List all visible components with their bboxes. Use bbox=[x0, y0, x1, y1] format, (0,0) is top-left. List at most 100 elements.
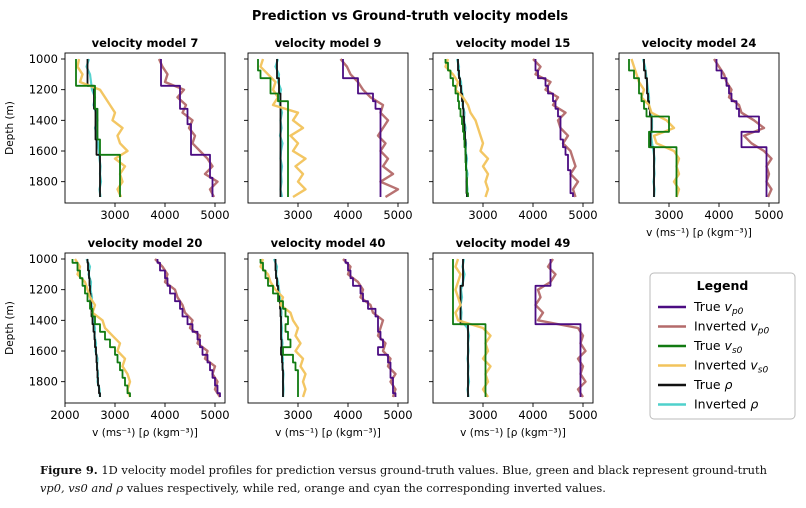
figure-caption: Figure 9. 1D velocity model profiles for… bbox=[40, 461, 795, 497]
y-tick-label: 1800 bbox=[29, 375, 58, 389]
series-line-inv-vs bbox=[444, 58, 490, 198]
series-line-true-vp bbox=[534, 259, 582, 397]
series-line-true-vs bbox=[75, 59, 121, 197]
panel-title: velocity model 9 bbox=[275, 36, 382, 50]
y-tick-label: 1400 bbox=[29, 113, 58, 127]
series-line-true-vp bbox=[534, 59, 574, 197]
series-line-true-vp bbox=[344, 259, 397, 397]
x-tick-label: 5000 bbox=[200, 208, 229, 222]
x-tick-label: 4000 bbox=[333, 208, 362, 222]
series-line-true-vs bbox=[444, 59, 469, 197]
x-tick-label: 2000 bbox=[50, 408, 79, 422]
series-line-true-vs bbox=[452, 259, 487, 397]
legend-entry-inv-rho: Inverted ρ bbox=[694, 397, 758, 412]
caption-text-1: 1D velocity model profiles for predictio… bbox=[101, 463, 767, 477]
figure-title: Prediction vs Ground-truth velocity mode… bbox=[252, 9, 569, 24]
legend-entry-inv-vp: Inverted vp0 bbox=[694, 319, 769, 337]
panel-frame bbox=[618, 52, 780, 204]
x-axis-label: v (ms⁻¹) [ρ (kgm⁻³)] bbox=[646, 227, 752, 239]
series-line-inv-vp bbox=[342, 258, 397, 398]
series-line-inv-vs bbox=[259, 58, 307, 199]
panel-title: velocity model 15 bbox=[456, 36, 571, 50]
panel-frame bbox=[64, 252, 226, 404]
legend-entry-true-vp: True vp0 bbox=[693, 299, 744, 317]
panel-frame bbox=[432, 252, 594, 404]
x-tick-label: 3000 bbox=[654, 208, 683, 222]
caption-label: Figure 9. bbox=[40, 463, 98, 477]
series-line-inv-vp bbox=[534, 258, 587, 398]
y-tick-label: 1800 bbox=[29, 175, 58, 189]
series-line-inv-rho bbox=[455, 58, 469, 198]
x-tick-label: 3000 bbox=[468, 208, 497, 222]
series-line-true-vs bbox=[628, 59, 678, 197]
series-line-inv-vs bbox=[259, 258, 307, 398]
panel-2: velocity model 9 3000 4000 5000 bbox=[244, 36, 413, 222]
series-line-inv-vp bbox=[339, 58, 400, 199]
series-line-true-vp bbox=[156, 259, 221, 397]
series-line-inv-vp bbox=[157, 58, 219, 198]
x-tick-label: 5000 bbox=[383, 408, 412, 422]
x-tick-label: 4000 bbox=[150, 208, 179, 222]
series-line-true-vp bbox=[160, 59, 214, 197]
y-tick-label: 1200 bbox=[29, 83, 58, 97]
y-tick-label: 1600 bbox=[29, 144, 58, 158]
panel-title: velocity model 24 bbox=[642, 36, 757, 50]
panels-group: velocity model 7 3000 4000 5000 1000 1200 1400… bbox=[4, 36, 784, 439]
caption-math: vp0, vs0 and ρ bbox=[40, 481, 124, 495]
panel-3: velocity model 15 3000 4000 5000 bbox=[429, 36, 598, 222]
panel-title: velocity model 49 bbox=[456, 236, 571, 250]
legend-entry-true-vs: True vs0 bbox=[693, 338, 743, 356]
y-tick-label: 1600 bbox=[29, 344, 58, 358]
x-tick-label: 3000 bbox=[100, 408, 129, 422]
series-line-true-rho bbox=[274, 259, 284, 397]
y-tick-label: 1400 bbox=[29, 313, 58, 327]
x-tick-label: 3000 bbox=[283, 208, 312, 222]
series-line-true-rho bbox=[86, 259, 101, 397]
series-line-inv-vp bbox=[154, 258, 222, 398]
x-tick-label: 3000 bbox=[100, 208, 129, 222]
panel-5: velocity model 20 2000 3000 4000 5000 1000 120… bbox=[4, 236, 230, 439]
x-tick-label: 4000 bbox=[518, 408, 547, 422]
y-tick-label: 1000 bbox=[29, 252, 58, 266]
series-line-inv-vs bbox=[73, 258, 132, 398]
x-tick-label: 4000 bbox=[333, 408, 362, 422]
caption-line-1: Figure 9. 1D velocity model profiles for… bbox=[40, 461, 795, 479]
x-axis-label: v (ms⁻¹) [ρ (kgm⁻³)] bbox=[460, 427, 566, 439]
panel-1: velocity model 7 3000 4000 5000 1000 1200 1400… bbox=[4, 36, 230, 222]
series-line-true-vp bbox=[715, 59, 768, 197]
y-tick-label: 1000 bbox=[29, 52, 58, 66]
x-tick-label: 5000 bbox=[754, 208, 783, 222]
x-tick-label: 4000 bbox=[518, 208, 547, 222]
series-line-true-vs bbox=[257, 59, 289, 197]
panel-frame bbox=[432, 52, 594, 204]
x-tick-label: 5000 bbox=[383, 208, 412, 222]
x-tick-label: 3000 bbox=[283, 408, 312, 422]
panel-title: velocity model 40 bbox=[271, 236, 386, 250]
series-line-inv-rho bbox=[641, 58, 656, 198]
y-tick-label: 1200 bbox=[29, 283, 58, 297]
x-tick-label: 3000 bbox=[468, 408, 497, 422]
y-axis-label: Depth (m) bbox=[4, 301, 16, 355]
y-axis-label: Depth (m) bbox=[4, 101, 16, 155]
series-line-true-rho bbox=[276, 59, 282, 197]
x-tick-label: 4000 bbox=[150, 408, 179, 422]
panel-frame bbox=[64, 52, 226, 204]
panel-frame bbox=[247, 252, 409, 404]
series-line-inv-vp bbox=[712, 58, 773, 198]
series-line-true-vp bbox=[342, 59, 382, 197]
x-tick-label: 4000 bbox=[704, 208, 733, 222]
series-line-true-vs bbox=[71, 259, 131, 397]
x-tick-label: 5000 bbox=[568, 208, 597, 222]
x-axis-label: v (ms⁻¹) [ρ (kgm⁻³)] bbox=[275, 427, 381, 439]
legend-entry-true-rho: True ρ bbox=[693, 377, 733, 392]
series-line-true-rho bbox=[643, 59, 655, 197]
caption-text-2: values respectively, while red, orange a… bbox=[126, 481, 606, 495]
panel-title: velocity model 7 bbox=[92, 36, 199, 50]
series-line-inv-rho bbox=[272, 258, 285, 398]
series-line-inv-rho bbox=[85, 58, 103, 198]
figure-canvas: Prediction vs Ground-truth velocity mode… bbox=[4, 9, 796, 439]
